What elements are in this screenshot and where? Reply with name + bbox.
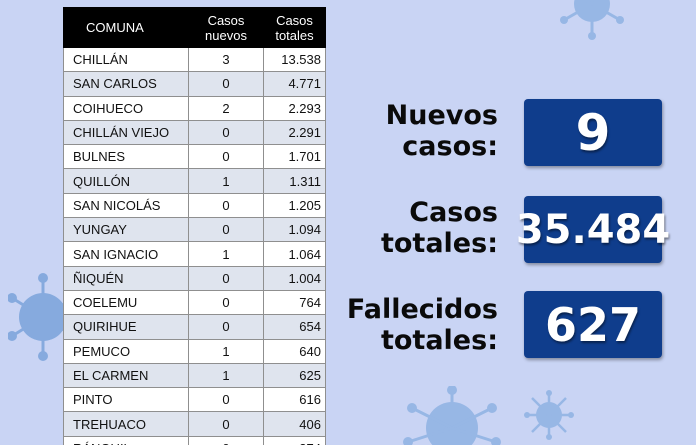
casos-nuevos-cell: 0	[188, 289, 264, 316]
comuna-cell: SAN NICOLÁS	[63, 192, 189, 219]
comuna-cell: QUIRIHUE	[63, 314, 189, 340]
casos-nuevos-cell: 1	[188, 168, 264, 194]
comuna-cell: PINTO	[63, 387, 189, 413]
comuna-cell: BULNES	[63, 144, 189, 170]
coronavirus-icon	[552, 0, 632, 42]
comuna-cell: CHILLÁN VIEJO	[63, 119, 189, 146]
fallecidos-totales-label: Fallecidos totales:	[346, 294, 498, 356]
casos-nuevos-cell: 3	[188, 46, 264, 73]
table-row: TREHUACO 0 406	[63, 411, 326, 437]
table-row: QUILLÓN 1 1.311	[63, 168, 326, 194]
casos-totales-cell: 406	[263, 411, 326, 437]
table-row: EL CARMEN 1 625	[63, 362, 326, 389]
table-row: SAN CARLOS 0 4.771	[63, 71, 326, 97]
header-casos-totales: Casos totales	[263, 7, 326, 48]
casos-totales-cell: 13.538	[263, 46, 326, 73]
header-casos-nuevos: Casos nuevos	[188, 7, 264, 48]
casos-totales-cell: 374	[263, 435, 326, 445]
casos-totales-cell: 1.701	[263, 144, 326, 170]
casos-totales-label: Casos totales:	[380, 197, 498, 259]
casos-nuevos-cell: 0	[188, 144, 264, 170]
table-row: COELEMU 0 764	[63, 289, 326, 316]
casos-nuevos-cell: 0	[188, 119, 264, 146]
table-row: CHILLÁN 3 13.538	[63, 46, 326, 73]
comuna-cell: QUILLÓN	[63, 168, 189, 194]
casos-nuevos-cell: 0	[188, 265, 264, 291]
table-row: YUNGAY 0 1.094	[63, 217, 326, 243]
casos-totales-cell: 2.293	[263, 95, 326, 121]
table-body: CHILLÁN 3 13.538 SAN CARLOS 0 4.771 COIHUECO 2 2…	[63, 46, 326, 445]
table-row: BULNES 0 1.701	[63, 144, 326, 170]
table-row: PINTO 0 616	[63, 387, 326, 413]
header-comuna: COMUNA	[63, 7, 189, 48]
coronavirus-icon	[524, 390, 574, 440]
table-row: PEMUCO 1 640	[63, 338, 326, 364]
casos-totales-cell: 616	[263, 387, 326, 413]
comuna-cell: YUNGAY	[63, 217, 189, 243]
table-row: QUIRIHUE 0 654	[63, 314, 326, 340]
comuna-cell: COELEMU	[63, 289, 189, 316]
comuna-cell: PEMUCO	[63, 338, 189, 364]
comuna-cell: RÁNQUIL	[63, 435, 189, 445]
casos-totales-cell: 2.291	[263, 119, 326, 146]
table-row: COIHUECO 2 2.293	[63, 95, 326, 121]
comuna-cell: CHILLÁN	[63, 46, 189, 73]
table-row: ÑIQUÉN 0 1.004	[63, 265, 326, 291]
casos-nuevos-cell: 0	[188, 435, 264, 445]
casos-totales-cell: 1.205	[263, 192, 326, 219]
cases-table: COMUNA Casos nuevos Casos totales CHILLÁ…	[63, 7, 326, 445]
casos-totales-cell: 1.064	[263, 241, 326, 267]
casos-nuevos-cell: 0	[188, 387, 264, 413]
coronavirus-icon	[402, 386, 502, 445]
table-row: CHILLÁN VIEJO 0 2.291	[63, 119, 326, 146]
casos-totales-cell: 640	[263, 338, 326, 364]
comuna-cell: COIHUECO	[63, 95, 189, 121]
casos-nuevos-cell: 1	[188, 241, 264, 267]
table-row: SAN IGNACIO 1 1.064	[63, 241, 326, 267]
table-row: RÁNQUIL0374	[63, 435, 326, 445]
table-row: SAN NICOLÁS 0 1.205	[63, 192, 326, 219]
casos-totales-cell: 1.004	[263, 265, 326, 291]
nuevos-casos-label: Nuevos casos:	[385, 100, 498, 162]
casos-totales-cell: 1.311	[263, 168, 326, 194]
comuna-cell: SAN CARLOS	[63, 71, 189, 97]
casos-nuevos-cell: 2	[188, 95, 264, 121]
casos-totales-cell: 625	[263, 362, 326, 389]
comuna-cell: ÑIQUÉN	[63, 265, 189, 291]
comuna-cell: TREHUACO	[63, 411, 189, 437]
nuevos-casos-value: 9	[524, 99, 662, 166]
casos-totales-cell: 1.094	[263, 217, 326, 243]
casos-nuevos-cell: 1	[188, 338, 264, 364]
casos-nuevos-cell: 0	[188, 314, 264, 340]
casos-nuevos-cell: 0	[188, 411, 264, 437]
casos-totales-cell: 654	[263, 314, 326, 340]
table-header-row: COMUNA Casos nuevos Casos totales	[63, 7, 326, 48]
comuna-cell: SAN IGNACIO	[63, 241, 189, 267]
casos-nuevos-cell: 0	[188, 71, 264, 97]
casos-nuevos-cell: 0	[188, 192, 264, 219]
casos-totales-value: 35.484	[516, 196, 670, 263]
casos-nuevos-cell: 0	[188, 217, 264, 243]
comuna-cell: EL CARMEN	[63, 362, 189, 389]
casos-nuevos-cell: 1	[188, 362, 264, 389]
casos-totales-cell: 764	[263, 289, 326, 316]
casos-totales-cell: 4.771	[263, 71, 326, 97]
fallecidos-totales-value: 627	[524, 291, 662, 358]
